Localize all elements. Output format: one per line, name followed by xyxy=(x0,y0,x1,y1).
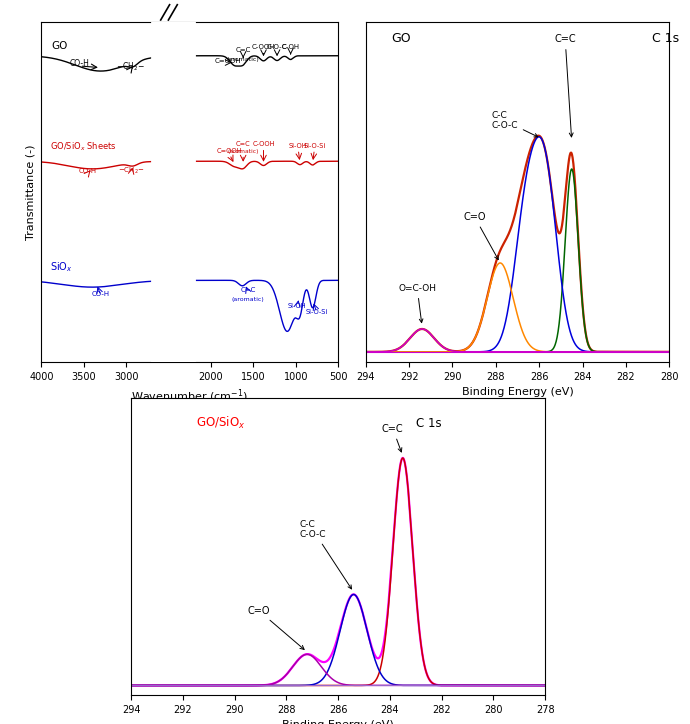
Text: Si-OH: Si-OH xyxy=(288,303,307,308)
Text: GO/SiO$_x$ Sheets: GO/SiO$_x$ Sheets xyxy=(50,140,117,153)
Text: $-$CH$_2$$-$: $-$CH$_2$$-$ xyxy=(116,60,145,73)
Text: Si-O-Si: Si-O-Si xyxy=(306,309,328,316)
Text: C=O: C=O xyxy=(463,212,498,260)
Text: (aromatic): (aromatic) xyxy=(227,57,259,62)
Text: $-$CH$_2$$-$: $-$CH$_2$$-$ xyxy=(118,166,144,177)
Text: (aromatic): (aromatic) xyxy=(228,148,259,153)
X-axis label: Wavenumber (cm$^{-1}$): Wavenumber (cm$^{-1}$) xyxy=(131,387,248,405)
Text: C=C: C=C xyxy=(382,424,404,452)
Text: C=OOH: C=OOH xyxy=(215,57,242,64)
Text: C-OOH: C-OOH xyxy=(252,44,275,50)
Text: C=O: C=O xyxy=(248,606,304,649)
Text: Si-O-Si: Si-O-Si xyxy=(303,143,326,148)
Text: GO: GO xyxy=(392,32,411,45)
Text: C-C
C-O-C: C-C C-O-C xyxy=(491,111,538,137)
Text: C-OH: C-OH xyxy=(282,44,299,50)
Text: (aromatic): (aromatic) xyxy=(232,297,265,302)
Text: Si-OH: Si-OH xyxy=(289,143,308,148)
Text: C-O-C: C-O-C xyxy=(267,44,287,50)
Text: C=OOH: C=OOH xyxy=(217,148,242,153)
Text: CO-H: CO-H xyxy=(92,290,110,297)
Text: GO/SiO$_x$: GO/SiO$_x$ xyxy=(196,415,245,431)
X-axis label: Binding Energy (eV): Binding Energy (eV) xyxy=(282,720,394,724)
Text: GO: GO xyxy=(52,41,68,51)
Text: SiO$_x$: SiO$_x$ xyxy=(50,260,72,274)
Text: C 1s: C 1s xyxy=(652,32,679,45)
Text: CO-H: CO-H xyxy=(70,59,90,68)
Text: C=C: C=C xyxy=(241,287,256,293)
Text: C-C
C-O-C: C-C C-O-C xyxy=(299,520,351,589)
Text: O=C-OH: O=C-OH xyxy=(398,284,436,323)
Text: C=C: C=C xyxy=(236,141,250,147)
Bar xyxy=(152,22,194,362)
Y-axis label: Transmittance (-): Transmittance (-) xyxy=(26,144,36,240)
Text: C=C: C=C xyxy=(554,34,576,137)
Text: C=C: C=C xyxy=(235,47,251,54)
Text: C-OOH: C-OOH xyxy=(253,141,275,147)
X-axis label: Binding Energy (eV): Binding Energy (eV) xyxy=(462,387,573,397)
Text: C 1s: C 1s xyxy=(416,417,442,430)
Text: CO-H: CO-H xyxy=(79,168,97,174)
